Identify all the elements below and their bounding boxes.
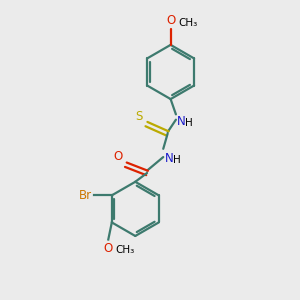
Text: CH₃: CH₃	[179, 18, 198, 28]
Text: H: H	[185, 118, 193, 128]
Text: CH₃: CH₃	[116, 245, 135, 255]
Text: N: N	[177, 115, 186, 128]
Text: N: N	[164, 152, 173, 165]
Text: O: O	[113, 150, 122, 163]
Text: S: S	[135, 110, 142, 124]
Text: H: H	[173, 155, 180, 165]
Text: Br: Br	[79, 189, 92, 202]
Text: O: O	[167, 14, 176, 27]
Text: O: O	[103, 242, 112, 255]
